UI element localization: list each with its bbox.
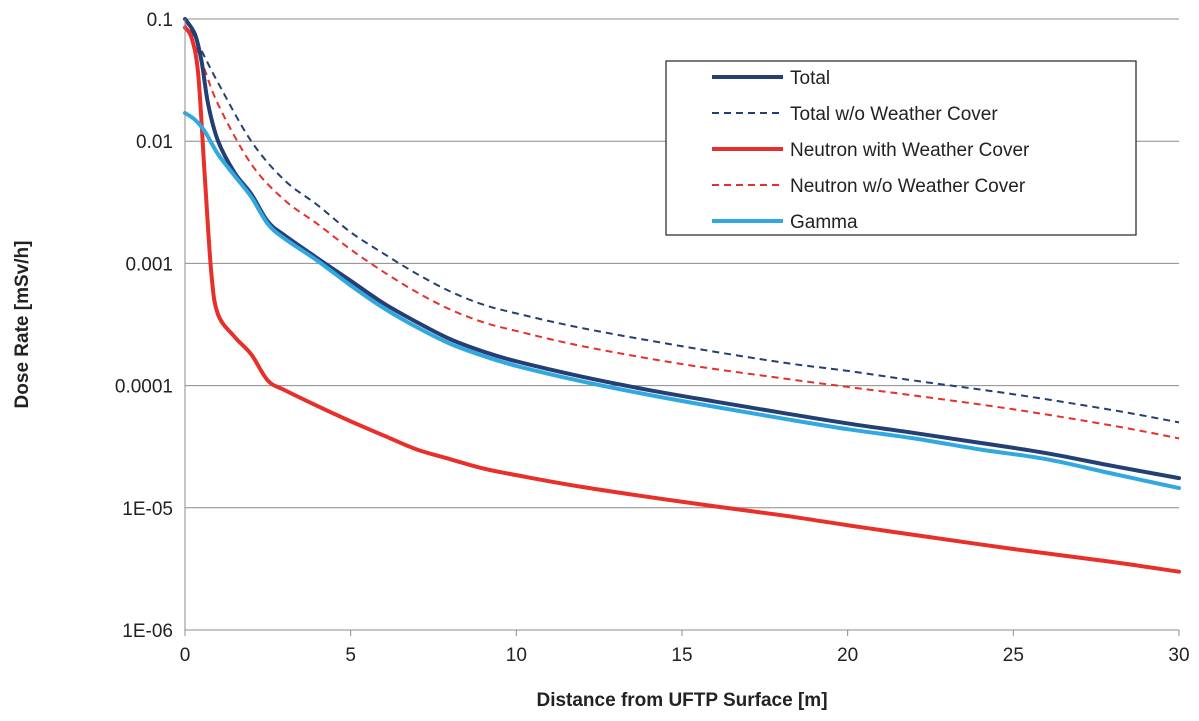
y-tick-label: 1E-06 bbox=[122, 621, 173, 642]
legend-label-total: Total bbox=[790, 68, 830, 89]
x-tick-label: 20 bbox=[837, 645, 858, 666]
y-tick-label: 1E-05 bbox=[122, 499, 173, 520]
legend-label-neutron-with-weather-cover: Neutron with Weather Cover bbox=[790, 140, 1030, 161]
series-layer bbox=[183, 17, 1181, 574]
x-tick-label: 15 bbox=[671, 645, 692, 666]
series-line-neutron-with-weather-cover bbox=[183, 25, 1181, 574]
series-line-total bbox=[183, 17, 1181, 481]
x-axis-title: Distance from UFTP Surface [m] bbox=[536, 690, 827, 711]
y-tick-label: 0.01 bbox=[136, 132, 173, 153]
x-tick-label: 30 bbox=[1168, 645, 1189, 666]
y-tick-label: 0.0001 bbox=[115, 377, 173, 398]
legend: Total Total w/o Weather Cover Neutron with… bbox=[665, 60, 1137, 236]
series-line-gamma bbox=[183, 111, 1181, 491]
y-axis-title: Dose Rate [mSv/h] bbox=[12, 241, 33, 409]
x-tick-label: 5 bbox=[345, 645, 356, 666]
legend-label-neutron-w-o-weather-cover: Neutron w/o Weather Cover bbox=[790, 176, 1026, 197]
series-line-total-w-o-weather-cover bbox=[184, 18, 1180, 424]
x-tick-label: 25 bbox=[1003, 645, 1024, 666]
y-tick-label: 0.1 bbox=[147, 10, 173, 31]
axis-layer: 1E-06 1E-05 0.0001 0.001 0.01 0.1 0 5 10 15 20 25 30 bbox=[115, 10, 1190, 666]
x-tick-label: 0 bbox=[180, 645, 191, 666]
y-tick-label: 0.001 bbox=[125, 254, 173, 275]
legend-label-gamma: Gamma bbox=[790, 212, 858, 233]
x-tick-label: 10 bbox=[506, 645, 527, 666]
legend-label-total-w-o-weather-cover: Total w/o Weather Cover bbox=[790, 104, 998, 125]
series-line-neutron-w-o-weather-cover bbox=[184, 24, 1180, 440]
